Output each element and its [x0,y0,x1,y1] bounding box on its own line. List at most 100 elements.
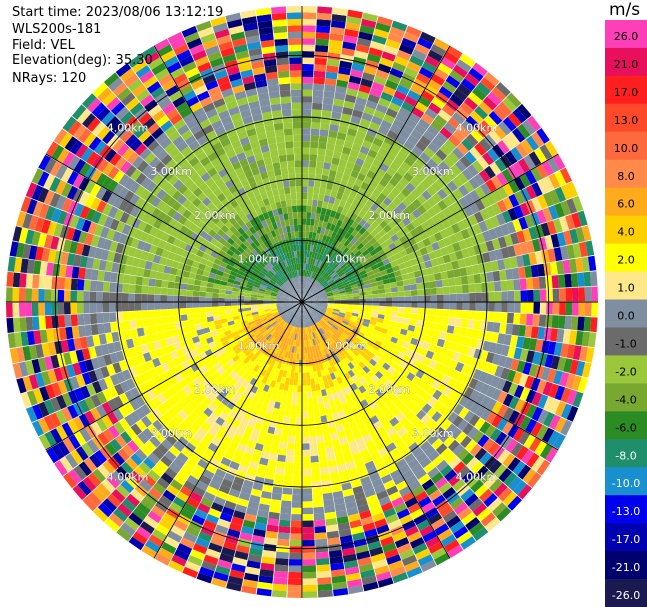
range-gate [314,357,319,365]
range-gate [385,151,397,162]
range-gate [307,305,313,310]
range-gate [281,313,287,319]
range-gate [487,91,502,106]
range-gate [161,249,170,259]
range-gate [346,434,355,443]
range-gate [244,299,251,302]
range-gate [78,128,92,144]
range-gate [371,34,387,45]
range-gate [140,250,149,261]
range-gate [63,290,71,302]
range-gate [187,213,197,223]
range-gate [141,302,148,311]
range-gate [268,253,274,261]
range-gate [282,315,289,321]
range-gate [352,349,360,357]
range-gate [235,238,243,246]
range-gate [249,161,258,170]
range-gate [263,298,270,301]
range-gate [305,366,310,373]
range-gate [157,44,173,57]
range-gate [115,350,125,362]
range-gate [304,283,307,290]
range-gate [22,376,33,392]
range-gate [292,482,302,489]
range-gate [312,272,317,279]
range-gate [234,276,242,283]
range-gate [345,566,360,576]
range-gate [166,235,176,245]
range-gate [277,308,284,312]
range-gate [263,157,273,166]
range-gate [297,283,300,290]
range-gate [400,145,412,156]
range-gate [191,336,200,344]
range-gate [158,355,167,365]
range-gate [194,226,203,236]
range-gate [291,294,297,299]
range-gate [291,251,295,258]
range-gate [253,330,261,336]
range-gate [192,543,208,555]
range-gate [225,264,234,271]
range-gate [196,442,208,454]
range-gate [280,200,287,208]
range-gate [447,411,459,424]
range-gate [442,184,453,196]
range-gate [199,307,206,313]
range-gate [285,309,292,314]
range-gate [316,314,322,320]
range-gate [449,342,458,352]
range-gate [448,456,462,469]
range-gate [337,368,344,377]
range-gate [503,334,512,346]
range-gate [318,454,328,462]
range-gate [84,410,96,425]
range-gate [287,25,302,33]
range-gate [316,275,321,282]
range-gate [310,311,316,317]
range-gate [351,142,362,152]
range-gate [392,140,404,151]
range-gate [86,97,102,113]
range-gate [357,422,367,432]
range-gate [179,289,187,296]
range-gate [154,302,161,310]
range-gate [272,276,278,282]
range-gate [79,428,92,443]
range-gate [97,464,111,479]
range-gate [401,554,418,567]
range-gate [303,308,305,315]
range-gate [237,210,246,219]
range-gate [571,302,579,316]
range-gate [317,286,324,292]
range-gate [172,238,182,247]
range-gate [289,552,302,560]
range-gate [87,221,98,235]
range-gate [318,321,324,327]
range-gate [369,415,380,425]
range-gate [210,346,219,354]
range-gate [324,323,331,330]
range-gate [203,146,215,157]
range-gate [489,478,503,493]
range-gate [461,120,475,134]
range-gate [287,245,292,253]
range-gate [468,92,483,106]
range-gate [363,175,373,185]
range-gate [422,163,434,175]
range-gate [251,327,259,334]
range-gate [71,326,80,339]
range-gate [276,362,283,370]
range-gate [417,389,427,399]
range-gate [308,359,313,366]
range-gate [60,339,70,353]
range-gate [331,568,346,578]
range-gate [291,346,295,353]
range-gate [167,186,178,197]
range-gate [220,137,231,148]
range-gate [293,250,298,258]
range-gate [444,139,457,152]
range-gate [473,320,482,330]
range-gate [185,167,197,178]
